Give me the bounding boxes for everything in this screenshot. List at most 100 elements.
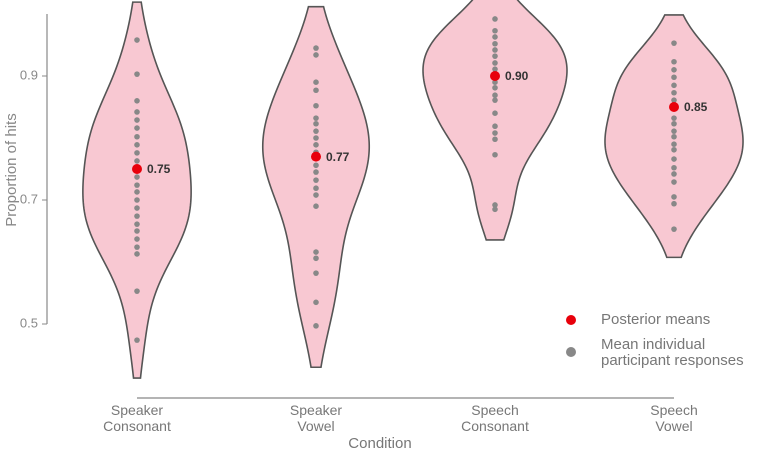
participant-dot: [313, 115, 319, 121]
participant-dot: [671, 58, 677, 65]
participant-dot: [492, 34, 498, 40]
x-tick-label: Speaker Consonant: [103, 402, 171, 434]
participant-dot: [671, 120, 677, 127]
participant-dot: [671, 200, 677, 207]
participant-dot: [134, 205, 140, 211]
participant-dot: [134, 150, 140, 156]
participant-dot: [671, 141, 677, 147]
participant-dot: [134, 213, 140, 219]
participant-dot: [134, 251, 140, 257]
participant-dot: [134, 337, 140, 343]
participant-dot: [313, 255, 319, 262]
participant-dot: [134, 133, 140, 140]
posterior-mean: [132, 164, 142, 174]
participant-dot: [492, 16, 498, 22]
participant-dot: [313, 135, 319, 141]
x-tick-label: Speech Vowel: [650, 402, 698, 434]
participant-dot: [671, 156, 677, 162]
participant-dot: [671, 40, 677, 46]
legend-label: Posterior means: [601, 311, 711, 328]
participant-dot: [671, 133, 677, 140]
participant-dot: [492, 136, 498, 143]
participant-dot: [671, 89, 677, 96]
participant-dot: [671, 171, 677, 177]
participant-dot: [313, 79, 319, 85]
participant-dot: [492, 110, 498, 116]
posterior-mean: [311, 151, 321, 162]
participant-dot: [313, 203, 319, 209]
participant-dot: [134, 174, 140, 180]
participant-dot: [313, 270, 319, 276]
participant-dot: [313, 87, 319, 94]
participant-dot: [492, 27, 498, 34]
participant-dot: [313, 128, 319, 134]
participant-dot: [671, 74, 677, 81]
participant-dot: [492, 97, 498, 103]
participant-dot: [134, 221, 140, 227]
posterior-mean: [669, 102, 679, 112]
participant-dot: [313, 102, 319, 109]
participant-dot: [492, 60, 498, 66]
participant-dot: [134, 37, 140, 43]
x-axis-label: Condition: [348, 435, 412, 452]
y-tick-label: 0.7: [20, 191, 38, 206]
participant-dot: [134, 288, 140, 294]
violin: [422, 0, 568, 241]
participant-dot: [313, 249, 319, 255]
participant-dot: [313, 323, 319, 329]
x-tick-label: Speaker Vowel: [289, 402, 343, 434]
participant-dot: [134, 71, 140, 77]
mean-label: 0.90: [505, 69, 529, 83]
participant-dot: [313, 120, 319, 127]
participant-dot: [313, 192, 319, 198]
participant-dot: [134, 109, 140, 115]
mean-label: 0.85: [684, 100, 708, 114]
participant-dot: [492, 151, 498, 158]
participant-dot: [134, 98, 140, 104]
participant-dot: [134, 228, 140, 234]
participant-dot: [134, 117, 140, 123]
participant-dot: [313, 299, 319, 306]
participant-dot: [671, 115, 677, 121]
participant-dot: [134, 142, 140, 148]
participant-dot: [492, 40, 498, 47]
participant-dot: [671, 164, 677, 171]
posterior-mean: [490, 71, 500, 81]
participant-dot: [313, 52, 319, 58]
participant-dot: [671, 226, 677, 232]
participant-dot: [134, 158, 140, 164]
participant-dot: [492, 84, 498, 91]
participant-dot: [313, 169, 319, 175]
legend-marker: [566, 315, 576, 325]
mean-label: 0.75: [147, 162, 171, 176]
participant-dot: [134, 236, 140, 242]
participant-dot: [313, 185, 319, 192]
participant-dot: [134, 244, 140, 250]
participant-dot: [134, 197, 140, 203]
participant-dot: [671, 146, 677, 153]
participant-dot: [492, 130, 498, 136]
legend-marker: [566, 347, 576, 357]
y-tick-label: 0.9: [20, 67, 38, 82]
participant-dot: [492, 202, 498, 208]
participant-dot: [313, 177, 319, 183]
participant-dot: [313, 45, 319, 51]
participant-dot: [492, 47, 498, 53]
participant-dot: [134, 189, 140, 195]
participant-dot: [492, 66, 498, 72]
x-tick-label: Speech Consonant: [461, 402, 529, 434]
participant-dot: [492, 53, 498, 59]
participant-dot: [134, 125, 140, 131]
participant-dot: [492, 92, 498, 99]
participant-dot: [134, 182, 140, 188]
mean-label: 0.77: [326, 150, 350, 164]
participant-dot: [313, 162, 319, 169]
participant-dot: [671, 128, 677, 134]
legend-label: Mean individual participant responses: [601, 336, 744, 369]
participant-dot: [492, 123, 498, 130]
participant-dot: [671, 67, 677, 73]
participant-dot: [492, 206, 498, 213]
y-axis-label: Proportion of hits: [3, 113, 20, 226]
